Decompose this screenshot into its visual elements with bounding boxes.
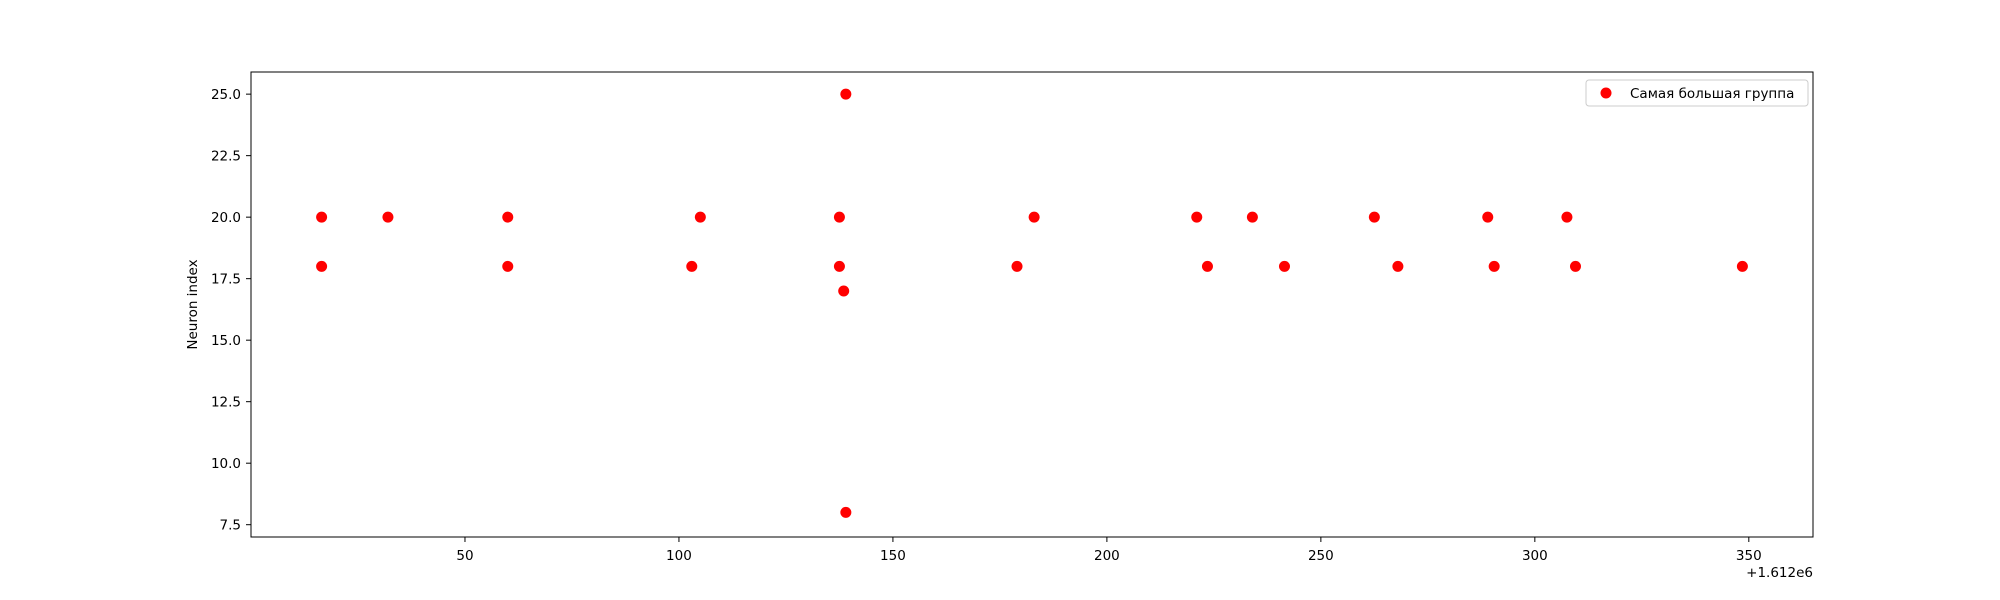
data-point [1482, 211, 1494, 223]
data-point [1028, 211, 1040, 223]
data-point [1569, 260, 1581, 272]
x-tick-label: 300 [1522, 548, 1548, 564]
x-tick-label: 50 [456, 548, 473, 564]
data-point [316, 211, 328, 223]
y-tick-label: 22.5 [211, 149, 241, 165]
legend-label: Самая большая группа [1630, 86, 1794, 102]
x-tick-label: 200 [1094, 548, 1120, 564]
data-point [1392, 260, 1404, 272]
data-point [1278, 260, 1290, 272]
y-tick-label: 12.5 [211, 395, 241, 411]
data-point [1488, 260, 1500, 272]
data-point [1561, 211, 1573, 223]
data-point [694, 211, 706, 223]
y-axis-ticks: 7.5 10.0 12.5 15.0 17.5 20.0 22.5 25.0 [211, 87, 251, 534]
data-point [1246, 211, 1258, 223]
data-point [1191, 211, 1203, 223]
legend-box [1585, 79, 1809, 107]
y-tick-label: 25.0 [211, 87, 241, 103]
data-point [686, 260, 698, 272]
data-point [840, 88, 852, 100]
data-point [1011, 260, 1023, 272]
axes-frame [250, 71, 1814, 538]
y-tick-label: 10.0 [211, 456, 241, 472]
x-tick-label: 100 [666, 548, 692, 564]
y-tick-label: 20.0 [211, 210, 241, 226]
data-point [502, 260, 514, 272]
y-axis-label: Neuron index [185, 259, 201, 349]
data-point [840, 506, 852, 518]
y-tick-label: 17.5 [211, 272, 241, 288]
x-tick-label: 150 [880, 548, 906, 564]
data-point [833, 211, 845, 223]
data-point [502, 211, 514, 223]
data-point [838, 285, 850, 297]
data-point [1201, 260, 1213, 272]
legend: Самая большая группа [1585, 79, 1809, 107]
data-point [382, 211, 394, 223]
x-axis-offset-label: +1.612e6 [1746, 565, 1813, 581]
x-tick-label: 250 [1308, 548, 1334, 564]
data-point [1368, 211, 1380, 223]
y-tick-label: 15.0 [211, 333, 241, 349]
plot-area [316, 88, 1748, 518]
data-point [316, 260, 328, 272]
data-point [1736, 260, 1748, 272]
x-axis-ticks: 50 100 150 200 250 300 350 [456, 537, 1762, 564]
y-tick-label: 7.5 [220, 518, 241, 534]
legend-marker [1600, 87, 1612, 99]
data-point [833, 260, 845, 272]
x-tick-label: 350 [1736, 548, 1762, 564]
